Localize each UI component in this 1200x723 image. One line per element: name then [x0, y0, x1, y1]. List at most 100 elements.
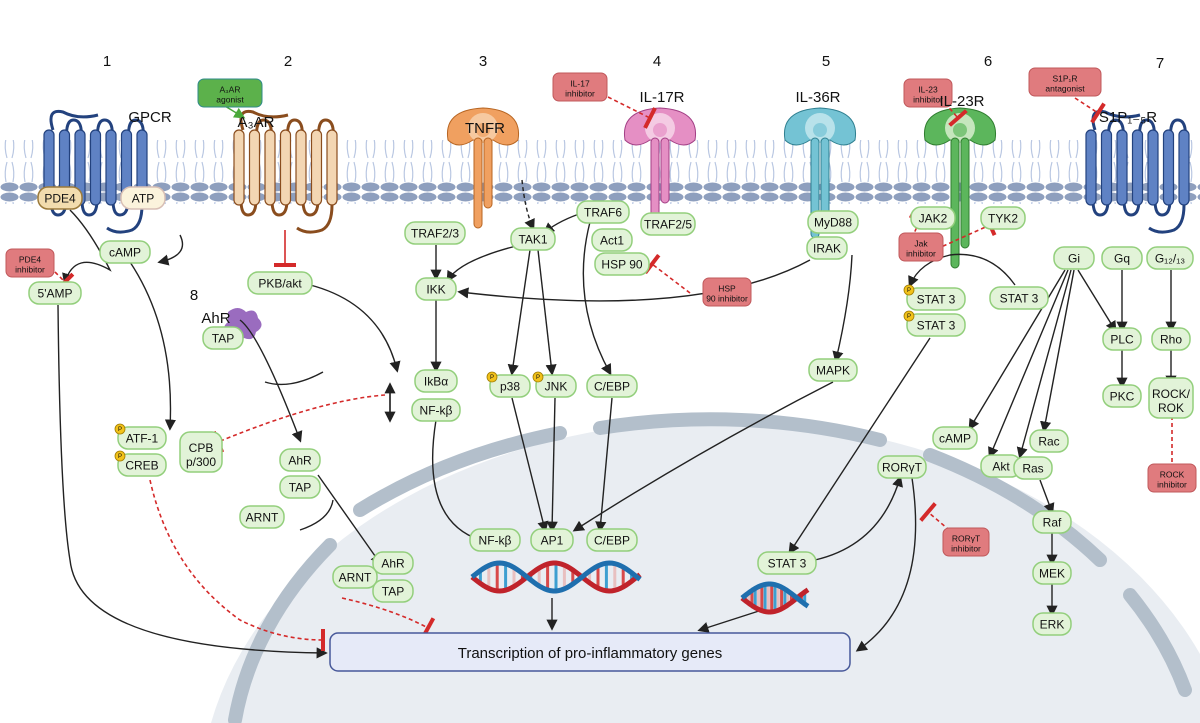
inhibition-line	[341, 597, 436, 639]
activation-arrow	[521, 179, 535, 231]
drug-label-rorgt_inhibitor: RORγT inhibitor	[951, 534, 981, 554]
inhibition-line	[211, 394, 386, 454]
node-ahr1: AhR	[279, 448, 321, 472]
node-label-ahr2: AhR	[381, 557, 405, 571]
activation-arrow	[546, 397, 558, 533]
node-label-creb: CREB	[125, 459, 158, 473]
drug-il17-inhibitor: IL-17 inhibitor	[552, 72, 608, 102]
node-label-g1213: G₁₂/₁₃	[1155, 252, 1185, 266]
phosphate-label: P	[536, 375, 540, 381]
node-label-cebp2: C/EBP	[594, 534, 630, 548]
activation-arrow	[239, 319, 303, 443]
node-label-rorgt: RORγT	[882, 461, 923, 475]
node-tyk2: TYK2	[980, 206, 1026, 230]
receptor-label-il36r: IL-36R	[795, 89, 840, 106]
node-label-stat3b: STAT 3	[917, 319, 956, 333]
phosphate-label: P	[118, 454, 122, 460]
phosphate-badge: P	[903, 310, 915, 322]
inhibition-line	[1074, 97, 1106, 124]
node-label-rac: Rac	[1038, 435, 1059, 449]
transcription-output-box: Transcription of pro-inflammatory genes	[329, 632, 851, 672]
node-label-act1: Act1	[600, 234, 624, 248]
phosphate-label: P	[490, 375, 494, 381]
node-label-nfkb1: NF-kβ	[420, 404, 453, 418]
node-label-stat3d: STAT 3	[768, 557, 807, 571]
node-label-traf25: TRAF2/5	[644, 218, 692, 232]
activation-arrow	[537, 249, 557, 376]
node-label-traf6: TRAF6	[584, 206, 622, 220]
node-label-nfkb2: NF-kβ	[479, 534, 512, 548]
node-nfkb1: NF-kβ	[411, 398, 461, 422]
pathway-number-3: 3	[479, 53, 487, 70]
drug-label-jak_inhibitor: Jak inhibitor	[906, 239, 936, 259]
activation-arrow	[301, 282, 401, 373]
activation-arrow	[582, 221, 612, 376]
transcription-label: Transcription of pro-inflammatory genes	[458, 645, 723, 662]
node-camp2: cAMP	[932, 426, 978, 450]
drug-pde4-inhibitor: PDE4 inhibitor	[5, 248, 55, 278]
drug-label-rock_inhibitor: ROCK inhibitor	[1157, 470, 1187, 490]
node-label-stat3c: STAT 3	[1000, 292, 1039, 306]
phosphate-badge: P	[903, 284, 915, 296]
phosphate-label: P	[907, 288, 911, 294]
node-pkb: PKB/akt	[247, 271, 313, 295]
node-atf1: ATF-1	[117, 426, 167, 450]
drug-rorgt-inhibitor: RORγT inhibitor	[942, 527, 990, 557]
node-mek: MEK	[1032, 561, 1072, 585]
activation-arrow	[1040, 269, 1075, 433]
node-label-plc: PLC	[1110, 333, 1134, 347]
node-label-ras: Ras	[1022, 462, 1043, 476]
node-stat3b: STAT 3	[906, 313, 966, 337]
node-rho: Rho	[1151, 327, 1191, 351]
node-atp: ATP	[120, 186, 166, 210]
activation-arrow	[299, 499, 334, 531]
tnfr-receptor	[446, 107, 520, 229]
activation-arrow	[855, 477, 917, 652]
activation-arrow	[968, 269, 1066, 431]
activation-arrow	[1039, 479, 1055, 515]
node-mapk: MAPK	[808, 358, 858, 382]
node-nfkb2: NF-kβ	[469, 528, 521, 552]
drug-il23-inhibitor: IL-23 inhibitor	[903, 78, 953, 108]
node-arnt2: ARNT	[332, 565, 378, 589]
activation-arrow	[507, 249, 531, 376]
node-label-mapk: MAPK	[816, 364, 850, 378]
activation-arrow	[697, 609, 763, 633]
node-label-arnt2: ARNT	[339, 571, 372, 585]
node-tap2: TAP	[279, 475, 321, 499]
node-label-tyk2: TYK2	[988, 212, 1018, 226]
receptor-label-ahr_ligand: AhR	[201, 310, 230, 327]
node-label-atf1: ATF-1	[126, 432, 159, 446]
node-traf25: TRAF2/5	[640, 212, 696, 236]
node-stat3d: STAT 3	[757, 551, 817, 575]
node-label-jak2: JAK2	[919, 212, 948, 226]
node-label-pkb: PKB/akt	[258, 277, 302, 291]
node-stat3a: STAT 3	[906, 287, 966, 311]
inhibition-line	[149, 479, 326, 652]
activation-arrow	[431, 419, 483, 543]
node-camp1: cAMP	[99, 240, 151, 264]
node-jak2: JAK2	[910, 206, 956, 230]
gpcr-receptor	[43, 109, 148, 234]
node-label-akt: Akt	[992, 460, 1010, 474]
activation-arrow	[788, 337, 931, 555]
node-label-cebp1: C/EBP	[594, 380, 630, 394]
node-label-ikba: IkBα	[424, 375, 448, 389]
activation-arrow	[572, 381, 834, 532]
node-label-ap1: AP1	[541, 534, 564, 548]
node-label-mek: MEK	[1039, 567, 1065, 581]
node-label-jnk: JNK	[545, 380, 568, 394]
dna-helix	[470, 560, 642, 594]
activation-arrow	[157, 234, 184, 266]
drug-label-il23_inhibitor: IL-23 inhibitor	[913, 85, 943, 105]
node-label-tap3: TAP	[382, 585, 404, 599]
inhibition-line	[919, 502, 956, 536]
node-label-atp: ATP	[132, 192, 154, 206]
node-cebp1: C/EBP	[586, 374, 638, 398]
node-ikk: IKK	[415, 277, 457, 301]
phosphate-label: P	[118, 427, 122, 433]
phosphate-badge: P	[114, 423, 126, 435]
node-label-cpb: CPB p/300	[186, 441, 216, 469]
drug-a3ar-agonist: A₃AR agonist	[197, 78, 263, 108]
